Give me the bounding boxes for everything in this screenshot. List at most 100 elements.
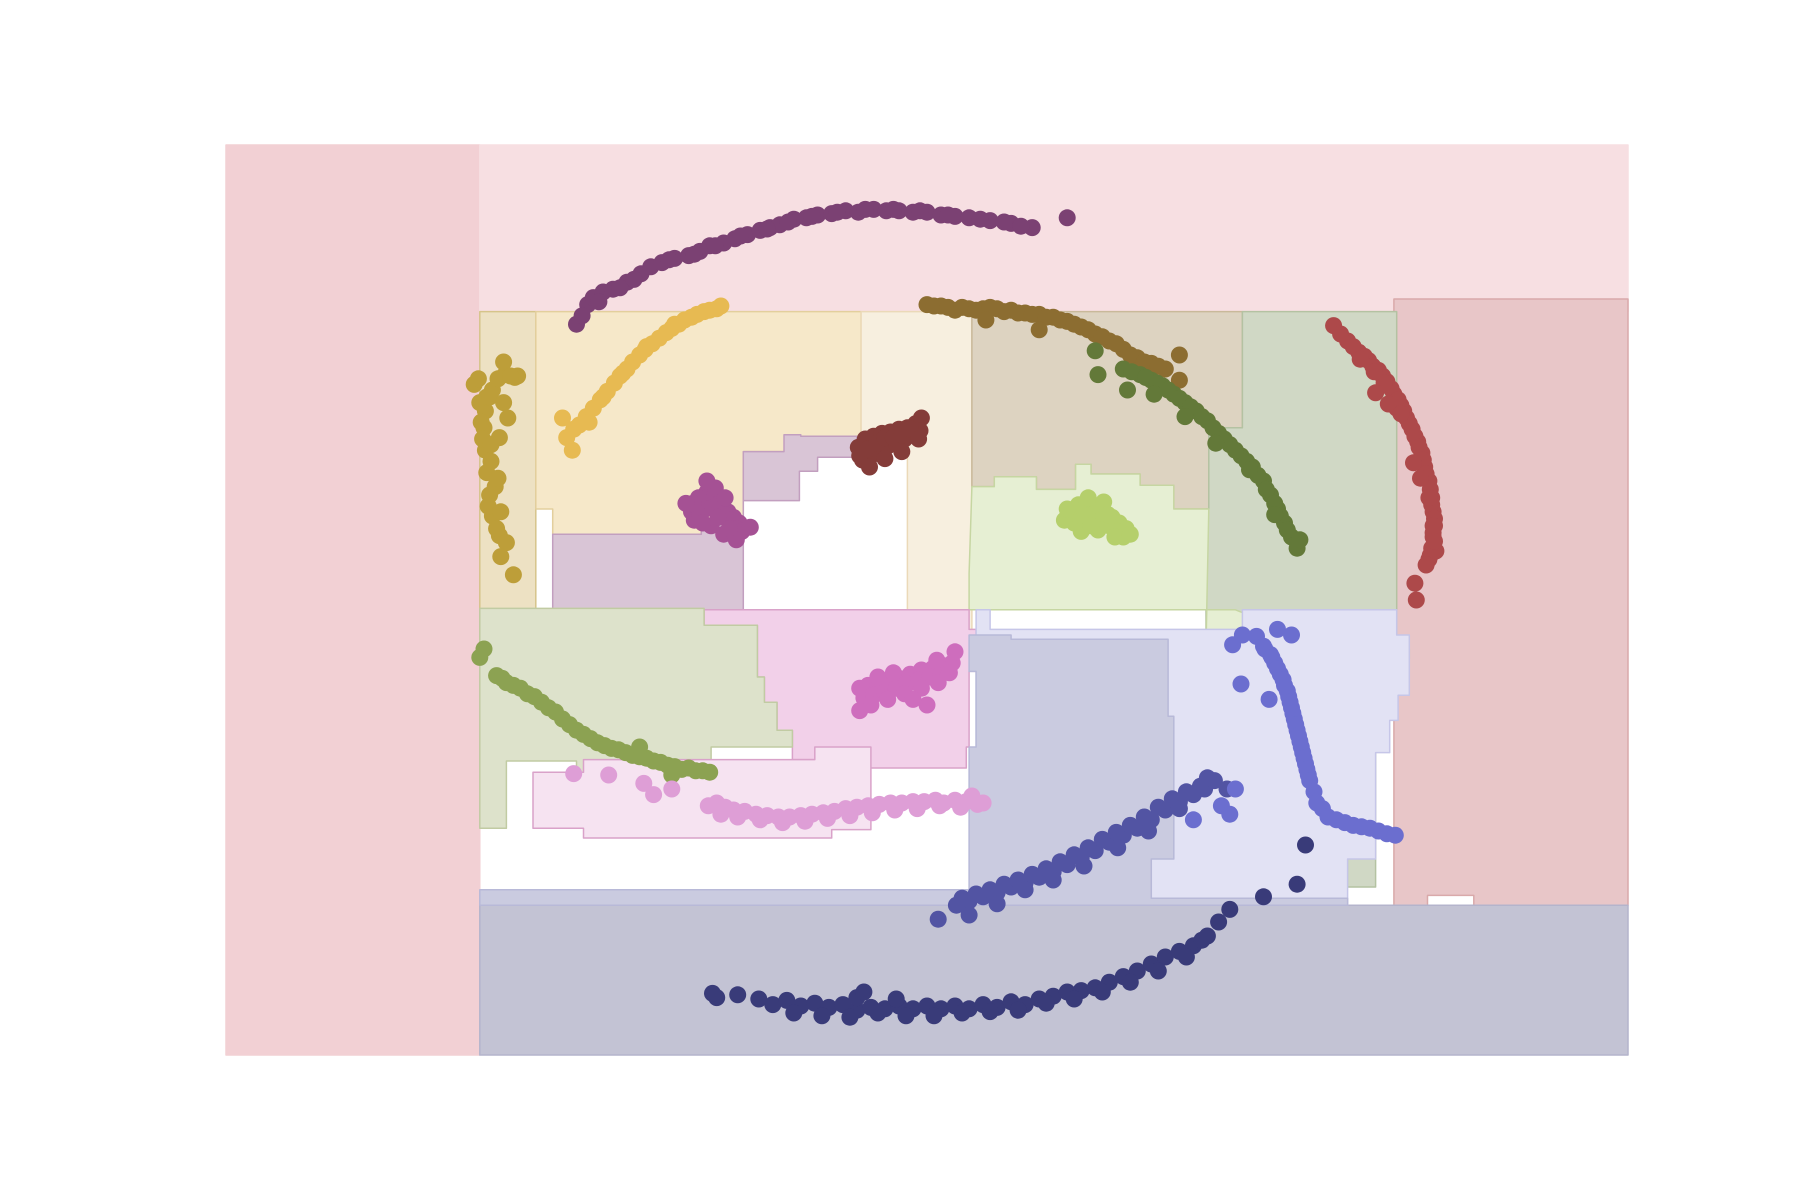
data-point [1198, 769, 1216, 787]
data-point [666, 315, 684, 333]
data-point [1044, 871, 1062, 889]
data-point [806, 994, 824, 1012]
data-point [1079, 839, 1097, 857]
data-point [482, 452, 500, 470]
data-point [1079, 489, 1097, 507]
data-point [1051, 853, 1069, 871]
data-point [645, 786, 663, 804]
data-point [1269, 620, 1286, 638]
data-point [988, 895, 1006, 913]
data-point [1260, 690, 1278, 708]
data-point [977, 311, 995, 329]
data-point [1170, 371, 1188, 389]
data-point [851, 702, 869, 720]
data-point [573, 307, 591, 325]
data-point [1037, 308, 1055, 326]
region-light-pink-band [532, 746, 872, 839]
data-point [953, 298, 971, 316]
data-point [1149, 962, 1167, 980]
data-point [580, 413, 598, 431]
data-point [603, 739, 620, 757]
data-point [1266, 506, 1284, 524]
data-point [1075, 857, 1093, 875]
region-outer-top [479, 144, 1629, 313]
data-point [1420, 489, 1438, 507]
data-point [869, 668, 887, 686]
series-5 [1325, 317, 1445, 609]
data-point [741, 518, 759, 536]
data-point [803, 207, 821, 225]
data-point [1278, 521, 1296, 539]
data-point [1107, 335, 1125, 353]
data-point [819, 809, 836, 827]
data-point [912, 409, 930, 427]
data-point [1365, 363, 1383, 381]
data-point [863, 804, 881, 822]
data-point [1210, 913, 1228, 931]
data-point [1037, 994, 1055, 1012]
data-point [489, 469, 507, 487]
data-point [869, 1004, 887, 1022]
region-cream-region [860, 310, 973, 632]
data-point [1351, 350, 1369, 368]
data-point [1226, 441, 1244, 459]
data-point [796, 812, 814, 830]
data-point [904, 690, 922, 708]
data-point [939, 206, 957, 224]
data-point [1198, 927, 1216, 945]
data-point [685, 245, 703, 263]
data-point [565, 420, 583, 438]
data-point [1009, 1001, 1027, 1019]
data-point [663, 780, 681, 798]
series-3 [918, 296, 1188, 389]
data-point [1023, 305, 1041, 323]
series-10 [471, 640, 719, 784]
data-point [1123, 363, 1141, 381]
series-4 [1086, 342, 1309, 557]
data-point [929, 674, 947, 692]
data-point [1093, 830, 1111, 848]
data-point [504, 566, 522, 584]
data-point [884, 664, 902, 682]
data-point [720, 520, 738, 538]
data-point [729, 808, 747, 826]
data-point [893, 443, 911, 461]
data-point [1012, 217, 1030, 235]
data-point [475, 640, 493, 658]
data-point [1121, 973, 1139, 991]
data-point [495, 394, 513, 412]
data-point [1291, 531, 1309, 549]
data-point [841, 1008, 859, 1026]
data-point [1379, 395, 1397, 413]
data-point [563, 441, 581, 459]
data-point [928, 651, 946, 669]
data-point [918, 696, 936, 714]
data-point [1177, 783, 1195, 801]
data-points [465, 200, 1445, 1026]
data-point [708, 300, 726, 318]
data-point [1058, 500, 1076, 518]
data-point [1224, 636, 1242, 654]
data-point [1156, 948, 1174, 966]
data-point [492, 548, 510, 566]
data-point [635, 774, 653, 792]
data-point [828, 203, 846, 221]
data-point [879, 690, 897, 708]
data-point [1170, 800, 1188, 818]
data-point [704, 984, 721, 1002]
region-olive-region [479, 607, 794, 829]
series-13 [929, 769, 1236, 928]
data-point [1051, 311, 1069, 329]
data-point [1407, 591, 1425, 609]
data-point [1426, 532, 1443, 550]
data-point [1058, 209, 1076, 227]
data-point [589, 734, 606, 752]
data-point [910, 430, 928, 448]
data-point [1086, 342, 1104, 360]
data-point [1193, 408, 1211, 426]
data-point [600, 766, 618, 784]
data-point [1121, 525, 1139, 543]
data-point [1082, 517, 1100, 535]
data-point [967, 885, 985, 903]
